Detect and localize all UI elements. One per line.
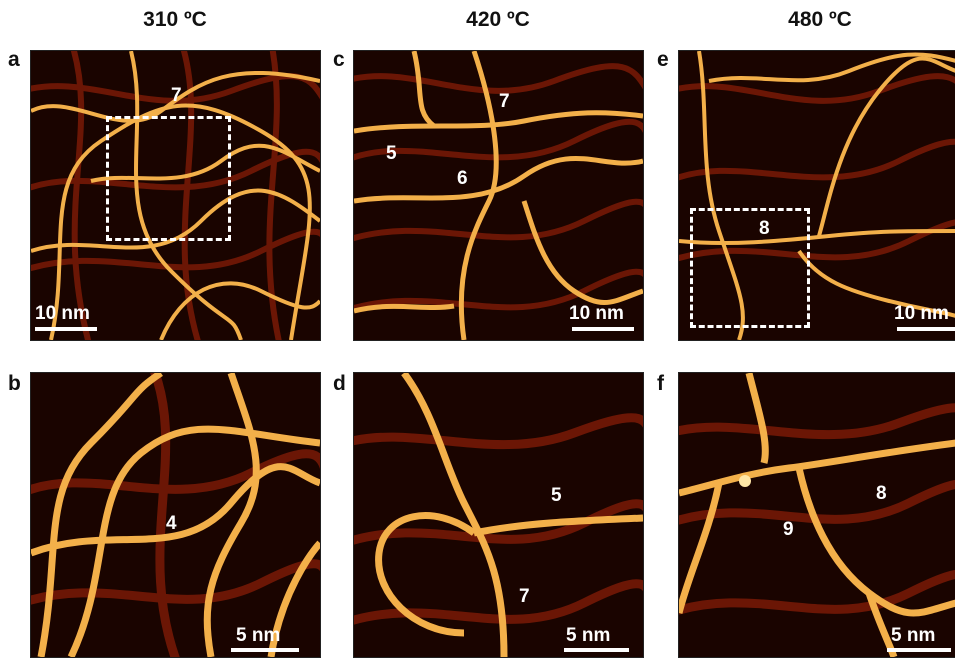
- label-a-7: 7: [171, 85, 182, 106]
- label-c-5: 5: [386, 143, 397, 164]
- panel-letter-b: b: [8, 372, 21, 395]
- panel-letter-a: a: [8, 48, 20, 71]
- stm-image-e: 8 10 nm: [678, 50, 955, 341]
- label-f-8: 8: [876, 483, 887, 504]
- scalebar-label-b: 5 nm: [236, 625, 281, 646]
- scalebar-a: [35, 327, 97, 331]
- stm-image-a: 7 10 nm: [30, 50, 321, 341]
- label-c-7: 7: [499, 91, 510, 112]
- scalebar-b: [231, 648, 299, 652]
- stm-image-d: 5 7 5 nm: [353, 372, 644, 658]
- stm-image-b: 4 5 nm: [30, 372, 321, 658]
- stm-texture-d: [354, 373, 643, 657]
- stm-texture-f: [679, 373, 955, 657]
- scalebar-label-c: 10 nm: [569, 303, 624, 324]
- scalebar-label-d: 5 nm: [566, 625, 611, 646]
- stm-texture-c: [354, 51, 643, 340]
- scalebar-d: [564, 648, 629, 652]
- stm-texture-e: [679, 51, 955, 340]
- stm-image-c: 7 5 6 10 nm: [353, 50, 644, 341]
- scalebar-c: [572, 327, 634, 331]
- label-f-9: 9: [783, 519, 794, 540]
- zoom-region-box: [106, 116, 231, 241]
- column-title-310: 310 ºC: [143, 8, 207, 31]
- panel-letter-d: d: [333, 372, 346, 395]
- label-e-8: 8: [759, 218, 770, 239]
- scalebar-e: [897, 327, 955, 331]
- scalebar-label-e: 10 nm: [894, 303, 949, 324]
- bright-adatom: [739, 475, 751, 487]
- panel-letter-f: f: [657, 372, 664, 395]
- stm-image-f: 8 9 5 nm: [678, 372, 955, 658]
- label-d-7: 7: [519, 586, 530, 607]
- scalebar-label-a: 10 nm: [35, 303, 90, 324]
- panel-letter-c: c: [333, 48, 345, 71]
- stm-texture-b: [31, 373, 320, 657]
- scalebar-label-f: 5 nm: [891, 625, 936, 646]
- zoom-region-box: [690, 208, 810, 328]
- column-title-420: 420 ºC: [466, 8, 530, 31]
- label-c-6: 6: [457, 168, 468, 189]
- label-d-5: 5: [551, 485, 562, 506]
- label-b-4: 4: [166, 513, 177, 534]
- stm-texture-a: [31, 51, 320, 340]
- scalebar-f: [887, 648, 951, 652]
- panel-letter-e: e: [657, 48, 669, 71]
- column-title-480: 480 ºC: [788, 8, 852, 31]
